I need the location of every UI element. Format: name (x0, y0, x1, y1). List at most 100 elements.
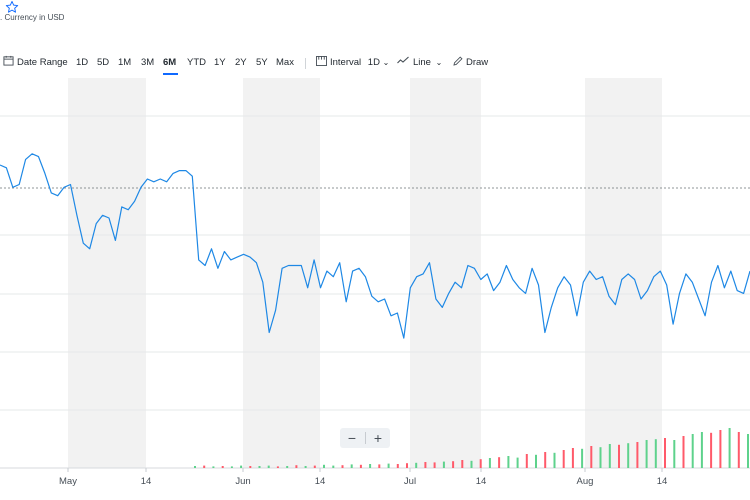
chevron-down-icon: ⌄ (435, 58, 443, 67)
volume-bar (313, 465, 316, 468)
volume-bar (212, 466, 215, 468)
volume-bar (415, 462, 418, 468)
x-tick-label: 14 (476, 476, 487, 487)
range-5d[interactable]: 5D (97, 57, 110, 68)
volume-bar (691, 434, 694, 468)
time-band (585, 78, 662, 468)
range-ytd[interactable]: YTD (187, 57, 206, 68)
price-series (0, 153, 750, 339)
volume-bar (562, 450, 565, 468)
volume-bar (645, 440, 648, 468)
volume-bar (719, 430, 722, 468)
x-tick-label: 14 (141, 476, 152, 487)
x-tick-label: Aug (577, 476, 594, 487)
volume-bar (369, 464, 372, 468)
range-5y[interactable]: 5Y (256, 57, 268, 68)
x-tick-label: Jul (404, 476, 416, 487)
draw-button[interactable]: Draw (453, 52, 488, 74)
volume-bar (221, 466, 224, 468)
volume-bar (516, 457, 519, 468)
volume-bar (747, 434, 749, 468)
zoom-divider (365, 432, 366, 444)
volume-bar (553, 452, 556, 468)
range-1y[interactable]: 1Y (214, 57, 226, 68)
volume-bar (461, 460, 464, 468)
volume-bar (240, 465, 243, 468)
volume-bar (341, 465, 344, 468)
volume-bar (267, 465, 270, 468)
volume-bar (249, 466, 252, 468)
interval-icon (316, 56, 327, 66)
volume-bar (627, 443, 630, 468)
volume-bar (350, 464, 353, 468)
zoom-out-button[interactable]: − (347, 430, 357, 446)
volume-bar (406, 463, 408, 468)
range-1d[interactable]: 1D (76, 57, 89, 68)
interval-value: 1D (367, 57, 380, 68)
zoom-in-button[interactable]: + (373, 430, 383, 446)
active-range-indicator (163, 73, 178, 75)
volume-bar (544, 452, 547, 468)
volume-bar (654, 439, 657, 468)
volume-bar (286, 466, 289, 468)
volume-bar (737, 432, 740, 468)
volume-bar (581, 448, 584, 468)
interval-button[interactable]: Interval 1D ⌄ (316, 52, 389, 74)
x-tick-label: May (59, 476, 77, 487)
range-2y[interactable]: 2Y (235, 57, 247, 68)
pencil-icon (453, 56, 463, 66)
time-bands (68, 78, 662, 468)
date-range-label: Date Range (17, 57, 68, 68)
volume-bar (525, 454, 528, 468)
volume-bar (258, 466, 261, 468)
volume-bar (488, 458, 491, 468)
date-range-button[interactable]: Date Range (3, 52, 68, 74)
volume-bar (535, 454, 537, 468)
volume-bar (608, 444, 611, 468)
volume-bar (682, 436, 685, 468)
volume-bar (323, 464, 325, 468)
volume-bar (304, 466, 307, 468)
volume-bar (507, 456, 510, 468)
volume-bar (618, 444, 620, 468)
range-1m[interactable]: 1M (118, 57, 132, 68)
chart-toolbar: Date Range 1D 5D 1M 3M 6M YTD 1Y 2Y 5Y M… (0, 52, 750, 76)
chart-type-button[interactable]: Line ⌄ (397, 52, 442, 74)
volume-bar (442, 461, 445, 468)
volume-bar (636, 442, 639, 468)
volume-bar (230, 466, 233, 468)
volume-bar (700, 432, 703, 468)
volume-bar (479, 459, 482, 468)
volume-bar (673, 440, 676, 468)
volume-bar (276, 466, 279, 468)
star-icon[interactable] (4, 0, 20, 14)
chart-header: . Currency in USD (0, 0, 750, 40)
calendar-icon (3, 55, 14, 66)
volume-bar (571, 448, 574, 468)
volume-bar (452, 461, 455, 468)
zoom-controls: − + (340, 428, 390, 448)
volume-bar (332, 465, 335, 468)
time-band (68, 78, 146, 468)
toolbar-divider (305, 58, 306, 69)
volume-bar (378, 464, 381, 468)
volume-bar (387, 463, 390, 468)
interval-label: Interval (330, 57, 362, 68)
volume-bar (424, 462, 427, 468)
volume-bar (728, 428, 731, 468)
volume-bar (590, 446, 593, 468)
price-chart[interactable]: May 14 Jun 14 Jul 14 Aug 14 (0, 78, 750, 500)
x-tick-label: 14 (315, 476, 326, 487)
volume-bar (433, 462, 436, 468)
chart-type-label: Line (413, 57, 431, 68)
volume-bar (599, 447, 602, 468)
range-3m[interactable]: 3M (141, 57, 155, 68)
range-6m[interactable]: 6M (163, 57, 177, 68)
grid-lines (0, 115, 750, 469)
draw-label: Draw (466, 57, 489, 68)
volume-bar (396, 464, 399, 468)
range-max[interactable]: Max (276, 57, 294, 68)
volume-bar (498, 457, 501, 468)
line-chart-icon (397, 56, 409, 64)
volume-bar (203, 465, 206, 468)
